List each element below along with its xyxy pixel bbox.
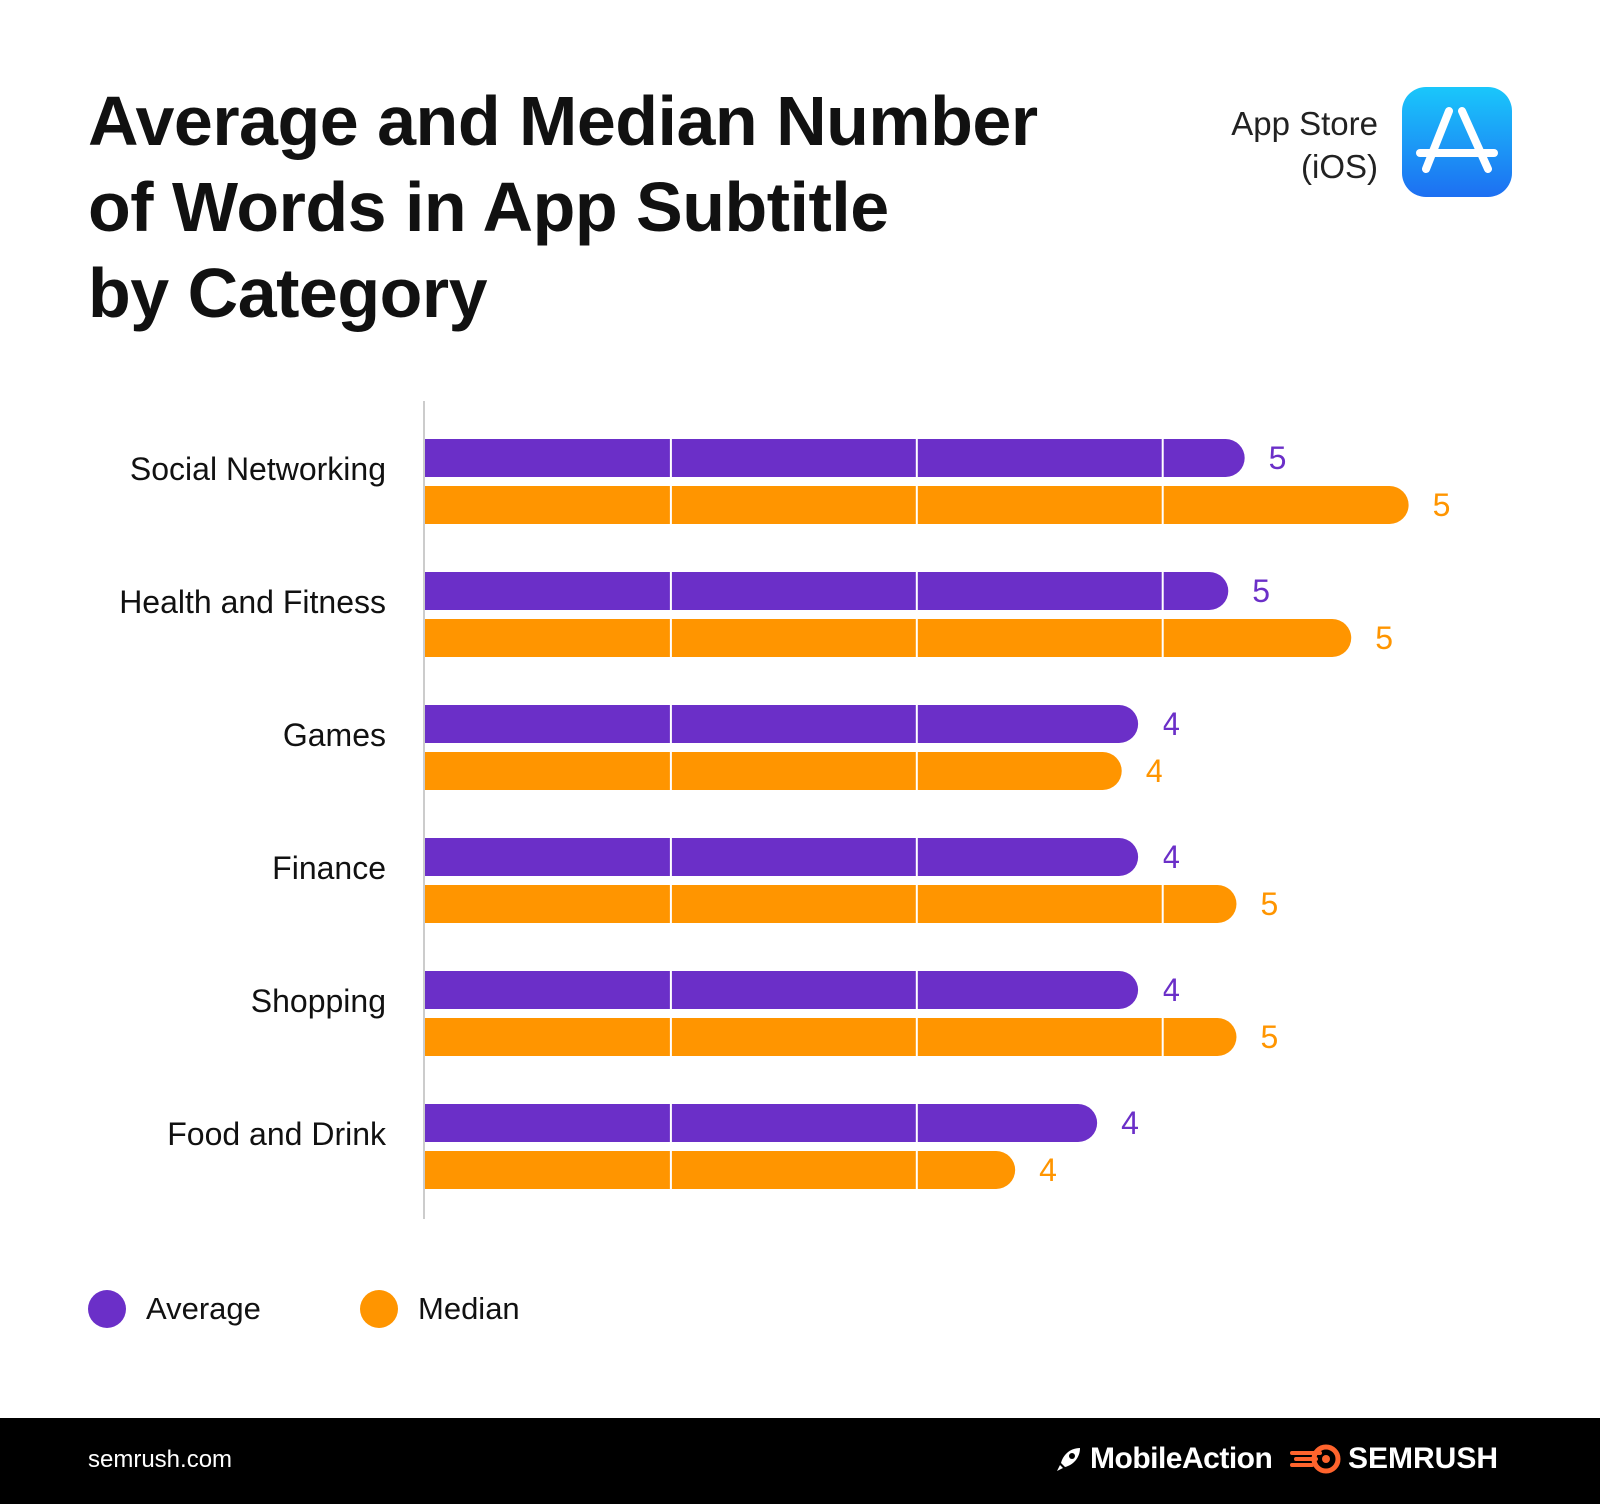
footer: semrush.com MobileAction SEMRUSH bbox=[0, 1418, 1600, 1504]
bar-average bbox=[425, 1104, 1098, 1142]
value-label-average: 5 bbox=[1252, 573, 1270, 609]
bar-average bbox=[425, 439, 1245, 477]
category-label: Finance bbox=[272, 850, 386, 886]
value-label-average: 4 bbox=[1162, 839, 1180, 875]
mobileaction-logo: MobileAction bbox=[1054, 1442, 1273, 1476]
chart-title-line-1: Average and Median Number bbox=[88, 82, 1038, 160]
value-label-average: 4 bbox=[1162, 706, 1180, 742]
app-store-icon bbox=[1402, 87, 1512, 197]
semrush-logo: SEMRUSH bbox=[1290, 1442, 1498, 1476]
bar-median bbox=[425, 1018, 1237, 1056]
value-label-median: 4 bbox=[1146, 753, 1164, 789]
value-label-average: 5 bbox=[1269, 440, 1287, 476]
bar-median bbox=[425, 1151, 1016, 1189]
store-label-line-1: App Store bbox=[1231, 105, 1378, 142]
legend-swatch-median bbox=[360, 1290, 398, 1328]
mobileaction-rocket-icon bbox=[1057, 1448, 1080, 1471]
value-label-median: 5 bbox=[1375, 620, 1393, 656]
mobileaction-wordmark: MobileAction bbox=[1090, 1442, 1273, 1475]
legend-swatch-average bbox=[88, 1290, 126, 1328]
bar-median bbox=[425, 619, 1352, 657]
bar-average bbox=[425, 838, 1139, 876]
value-label-median: 5 bbox=[1260, 886, 1278, 922]
footer-site-link[interactable]: semrush.com bbox=[88, 1446, 233, 1473]
bar-average bbox=[425, 705, 1139, 743]
category-label: Games bbox=[283, 717, 386, 753]
bar-chart: Social Networking 5 5 Health and Fitness 5 5 G… bbox=[119, 401, 1451, 1219]
chart-title-line-2: of Words in App Subtitle bbox=[88, 168, 889, 246]
category-label: Social Networking bbox=[130, 451, 386, 487]
category-label: Food and Drink bbox=[167, 1116, 387, 1152]
category-label: Health and Fitness bbox=[119, 584, 386, 620]
chart-title: Average and Median Number of Words in Ap… bbox=[88, 78, 1148, 336]
bar-average bbox=[425, 971, 1139, 1009]
store-label: App Store (iOS) bbox=[1231, 102, 1378, 188]
semrush-flame-icon bbox=[1290, 1444, 1341, 1474]
legend-label-median: Median bbox=[418, 1291, 520, 1326]
value-label-average: 4 bbox=[1121, 1105, 1139, 1141]
bar-average bbox=[425, 572, 1229, 610]
value-label-median: 4 bbox=[1039, 1152, 1057, 1188]
legend-label-average: Average bbox=[146, 1291, 261, 1326]
value-label-average: 4 bbox=[1162, 972, 1180, 1008]
legend-item-median: Median bbox=[360, 1290, 520, 1328]
category-label: Shopping bbox=[251, 983, 386, 1019]
semrush-wordmark: SEMRUSH bbox=[1348, 1442, 1499, 1475]
bar-median bbox=[425, 752, 1122, 790]
value-label-median: 5 bbox=[1433, 487, 1451, 523]
legend-item-average: Average bbox=[88, 1290, 261, 1328]
bar-median bbox=[425, 885, 1237, 923]
value-label-median: 5 bbox=[1260, 1019, 1278, 1055]
chart-title-line-3: by Category bbox=[88, 254, 488, 332]
store-label-line-2: (iOS) bbox=[1301, 148, 1378, 185]
